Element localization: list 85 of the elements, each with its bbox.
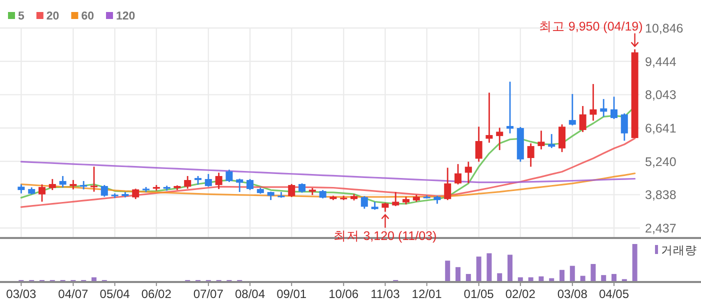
x-tick-label: 08/04	[234, 287, 266, 301]
x-tick-label: 05/04	[100, 287, 130, 301]
y-tick-label: 9,444	[645, 54, 676, 69]
candlestick	[620, 112, 628, 142]
y-tick-label: 8,043	[645, 88, 676, 102]
candlestick	[496, 126, 504, 151]
candlestick	[382, 202, 389, 212]
x-tick-label: 02/02	[505, 287, 536, 301]
line-series	[20, 138, 636, 208]
line-series	[20, 160, 636, 184]
candlestick	[506, 80, 514, 134]
candlestick	[38, 184, 46, 202]
x-tick-label: 04/07	[58, 287, 89, 301]
bar	[445, 260, 450, 281]
y-tick-label: 5,240	[645, 154, 676, 169]
candlestick	[527, 142, 534, 168]
bar	[518, 277, 523, 281]
legend-label: 120	[116, 10, 136, 22]
bar	[549, 278, 554, 281]
y-tick-label: 6,641	[645, 122, 676, 136]
bar	[538, 276, 544, 281]
x-tick-label: 09/01	[276, 287, 307, 301]
candlestick	[48, 178, 56, 191]
candlestick	[475, 126, 482, 162]
candlestick	[246, 178, 254, 191]
annotation: 최고 9,950 (04/19)	[538, 19, 643, 34]
candlestick	[132, 188, 140, 200]
legend-label: 5	[18, 10, 25, 22]
candlestick	[288, 183, 296, 198]
bar	[456, 267, 460, 281]
x-tick-label: 10/06	[328, 287, 359, 301]
x-tick-label: 03/08	[557, 287, 588, 301]
candlestick	[600, 98, 608, 118]
bar	[497, 273, 502, 281]
candlestick	[18, 184, 25, 194]
candlestick	[392, 191, 400, 207]
candlestick	[59, 175, 66, 188]
x-tick-label: 06/02	[141, 287, 172, 301]
bar	[590, 264, 596, 281]
candlestick	[454, 163, 462, 186]
candlestick	[298, 182, 306, 194]
bar	[601, 275, 606, 281]
bar	[570, 266, 575, 281]
x-tick-label: 03/03	[6, 287, 37, 301]
bar	[92, 277, 96, 281]
x-tick-label: 04/05	[598, 287, 630, 301]
legend-label: 20	[46, 10, 60, 22]
candlestick	[610, 96, 618, 120]
y-tick-label: 3,838	[645, 188, 676, 202]
candlestick	[226, 168, 233, 183]
x-tick-label: 01/05	[464, 287, 494, 301]
candlestick	[360, 195, 368, 210]
candlestick	[486, 92, 493, 144]
bar	[528, 277, 534, 281]
candlestick	[184, 175, 192, 190]
candlestick	[568, 93, 576, 126]
candlestick	[464, 161, 472, 184]
candlestick	[579, 105, 586, 133]
annotation: 최저 3,120 (11/03)	[334, 228, 437, 243]
candlestick	[236, 178, 244, 193]
candlestick	[558, 124, 566, 153]
bar	[612, 274, 616, 281]
bar	[476, 256, 482, 281]
bar	[560, 270, 564, 281]
x-tick-label: 11/03	[370, 287, 400, 301]
y-tick-label: 10,846	[645, 22, 684, 36]
candlestick	[204, 173, 212, 188]
legend-label: 거래량	[661, 245, 697, 257]
candlestick	[215, 172, 222, 190]
y-tick-label: 2,437	[645, 222, 676, 236]
x-tick-label: 07/07	[193, 287, 224, 301]
candlestick	[100, 184, 108, 198]
bar	[486, 253, 492, 281]
candlestick	[70, 179, 77, 190]
legend-label: 60	[81, 10, 94, 22]
x-tick-label: 12/01	[412, 287, 442, 301]
bar	[466, 274, 471, 281]
candlestick	[538, 130, 545, 150]
bar	[580, 276, 586, 281]
candlestick	[90, 166, 98, 192]
bar	[508, 254, 512, 281]
candlestick	[444, 167, 452, 201]
candlestick	[590, 83, 597, 122]
bar	[632, 244, 638, 281]
candlestick	[548, 133, 556, 149]
